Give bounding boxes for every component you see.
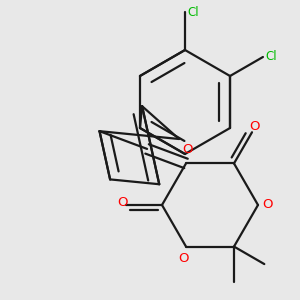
Text: O: O: [117, 196, 127, 209]
Text: O: O: [182, 143, 193, 156]
Text: Cl: Cl: [265, 50, 277, 64]
Text: O: O: [262, 199, 272, 212]
Text: Cl: Cl: [187, 5, 199, 19]
Text: O: O: [179, 252, 189, 265]
Text: O: O: [249, 120, 259, 133]
